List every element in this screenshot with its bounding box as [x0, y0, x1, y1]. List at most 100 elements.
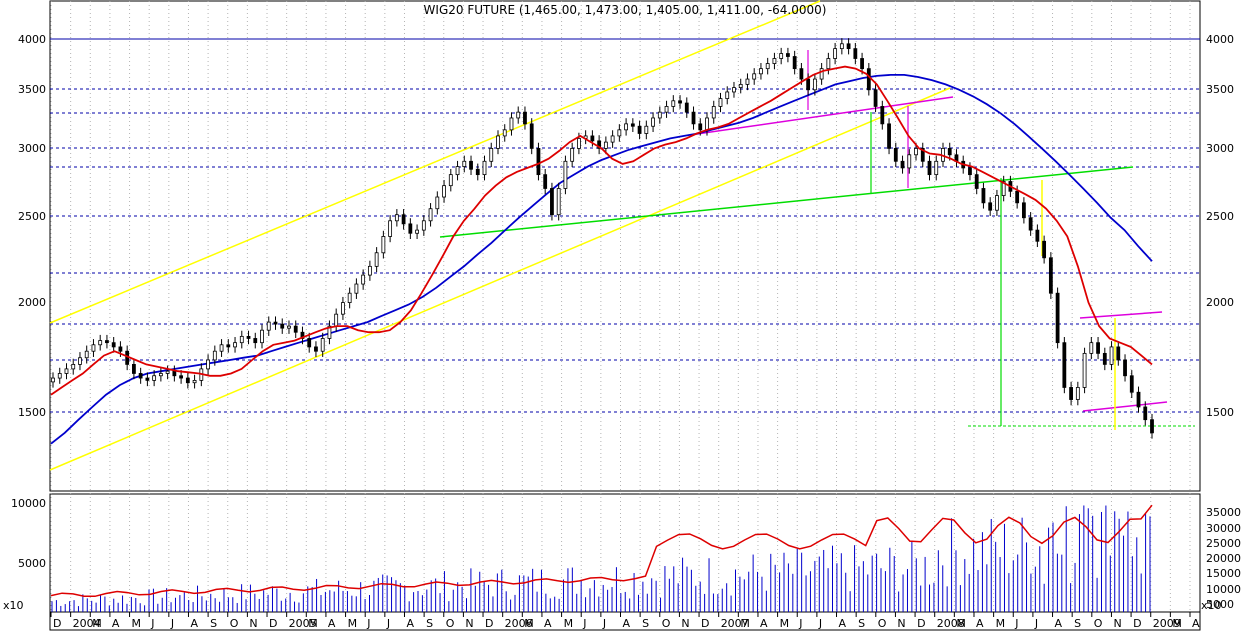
magenta-line-1: [689, 96, 954, 136]
candle-body: [320, 338, 325, 352]
candle-body: [1123, 359, 1127, 377]
x-tick-label: N: [897, 617, 905, 630]
x-tick-label: J: [170, 617, 174, 630]
candle-body: [759, 68, 763, 75]
candle-body: [657, 111, 662, 119]
candle-body: [421, 220, 426, 231]
candle-body: [226, 344, 231, 348]
volume-tick-right: 20000: [1206, 552, 1241, 565]
candle-body: [253, 338, 258, 344]
x-tick-label: D: [485, 617, 493, 630]
x-tick-label: S: [210, 617, 217, 630]
candle-body: [893, 148, 898, 162]
candle-body: [556, 188, 561, 216]
candle-body: [981, 188, 986, 204]
x-tick-label: M: [348, 617, 358, 630]
x-tick-label: S: [642, 617, 649, 630]
candle-body: [725, 91, 730, 99]
x-tick-label: N: [465, 617, 473, 630]
candle-body: [192, 379, 197, 384]
candle-body: [246, 335, 251, 339]
candle-body: [617, 129, 622, 137]
x-tick-label: 2009: [1153, 617, 1181, 630]
x-tick-label: D: [917, 617, 925, 630]
candle-body: [1035, 229, 1040, 242]
candle-body: [833, 48, 838, 59]
channel-upper-line: [49, 0, 821, 324]
x-tick-label: M: [1172, 617, 1182, 630]
x-tick-label: S: [858, 617, 865, 630]
candle-body: [839, 43, 844, 50]
candle-body: [853, 48, 858, 59]
candle-body: [1062, 342, 1067, 388]
candle-body: [71, 364, 76, 370]
candle-body: [873, 89, 878, 107]
candle-body: [401, 214, 406, 225]
candle-body: [327, 325, 332, 339]
x-tick-label: A: [328, 617, 336, 630]
candle-body: [57, 373, 62, 379]
candle-body: [947, 148, 952, 156]
price-tick-left: 3500: [18, 83, 46, 96]
open-interest-line: [50, 504, 1153, 598]
x-tick-label: 2006: [505, 617, 533, 630]
magenta-top-line: [1079, 311, 1163, 319]
candle-body: [968, 167, 972, 176]
candle-body: [927, 160, 932, 176]
candle-body: [732, 87, 736, 93]
x-tick-label: N: [681, 617, 689, 630]
candle-body: [179, 375, 184, 379]
price-tick-left: 2000: [18, 296, 46, 309]
candle-body: [98, 340, 103, 346]
x-tick-label: A: [976, 617, 984, 630]
candle-body: [812, 78, 817, 91]
candle-body: [880, 106, 885, 125]
candle-body: [577, 137, 581, 149]
candle-body: [1082, 352, 1087, 388]
candle-body: [502, 129, 507, 137]
candle-body: [630, 123, 635, 127]
price-tick-right: 1500: [1206, 406, 1234, 419]
candle-body: [260, 329, 264, 344]
candle-body: [516, 111, 521, 119]
x-tick-label: M: [740, 617, 750, 630]
x-tick-label: 2004: [73, 617, 101, 630]
candle-body: [765, 63, 770, 70]
candle-body: [860, 58, 864, 70]
candle-body: [529, 123, 534, 149]
candle-body: [819, 68, 824, 80]
x-tick-label: J: [150, 617, 154, 630]
candle-body: [1102, 352, 1107, 365]
candle-body: [651, 117, 655, 127]
candle-body: [1116, 346, 1121, 361]
candle-body: [543, 174, 548, 189]
candle-body: [185, 377, 190, 384]
candle-body: [165, 370, 170, 374]
volume-tick-left: 10000: [11, 497, 46, 510]
x-tick-label: A: [190, 617, 198, 630]
candle-body: [866, 68, 871, 91]
x-tick-label: J: [602, 617, 606, 630]
candle-body: [266, 321, 271, 331]
candle-body: [718, 98, 723, 107]
x-tick-label: O: [878, 617, 887, 630]
price-candles: [51, 38, 1154, 439]
candle-body: [799, 68, 804, 80]
trendlines: [49, 0, 1195, 471]
candle-body: [293, 325, 298, 333]
ema-short-line: [50, 65, 1153, 396]
price-tick-right: 2000: [1206, 296, 1234, 309]
candle-body: [624, 123, 628, 131]
candle-body: [752, 73, 757, 80]
x-tick-label: M: [92, 617, 102, 630]
candle-body: [206, 359, 210, 370]
candle-body: [428, 208, 433, 222]
candle-body: [1021, 202, 1026, 219]
x-tick-label: A: [839, 617, 847, 630]
price-panel-frame: [49, 0, 1201, 492]
x-tick-label: D: [269, 617, 277, 630]
x-tick-label: D: [701, 617, 709, 630]
candle-body: [637, 125, 642, 134]
candle-body: [64, 368, 69, 374]
